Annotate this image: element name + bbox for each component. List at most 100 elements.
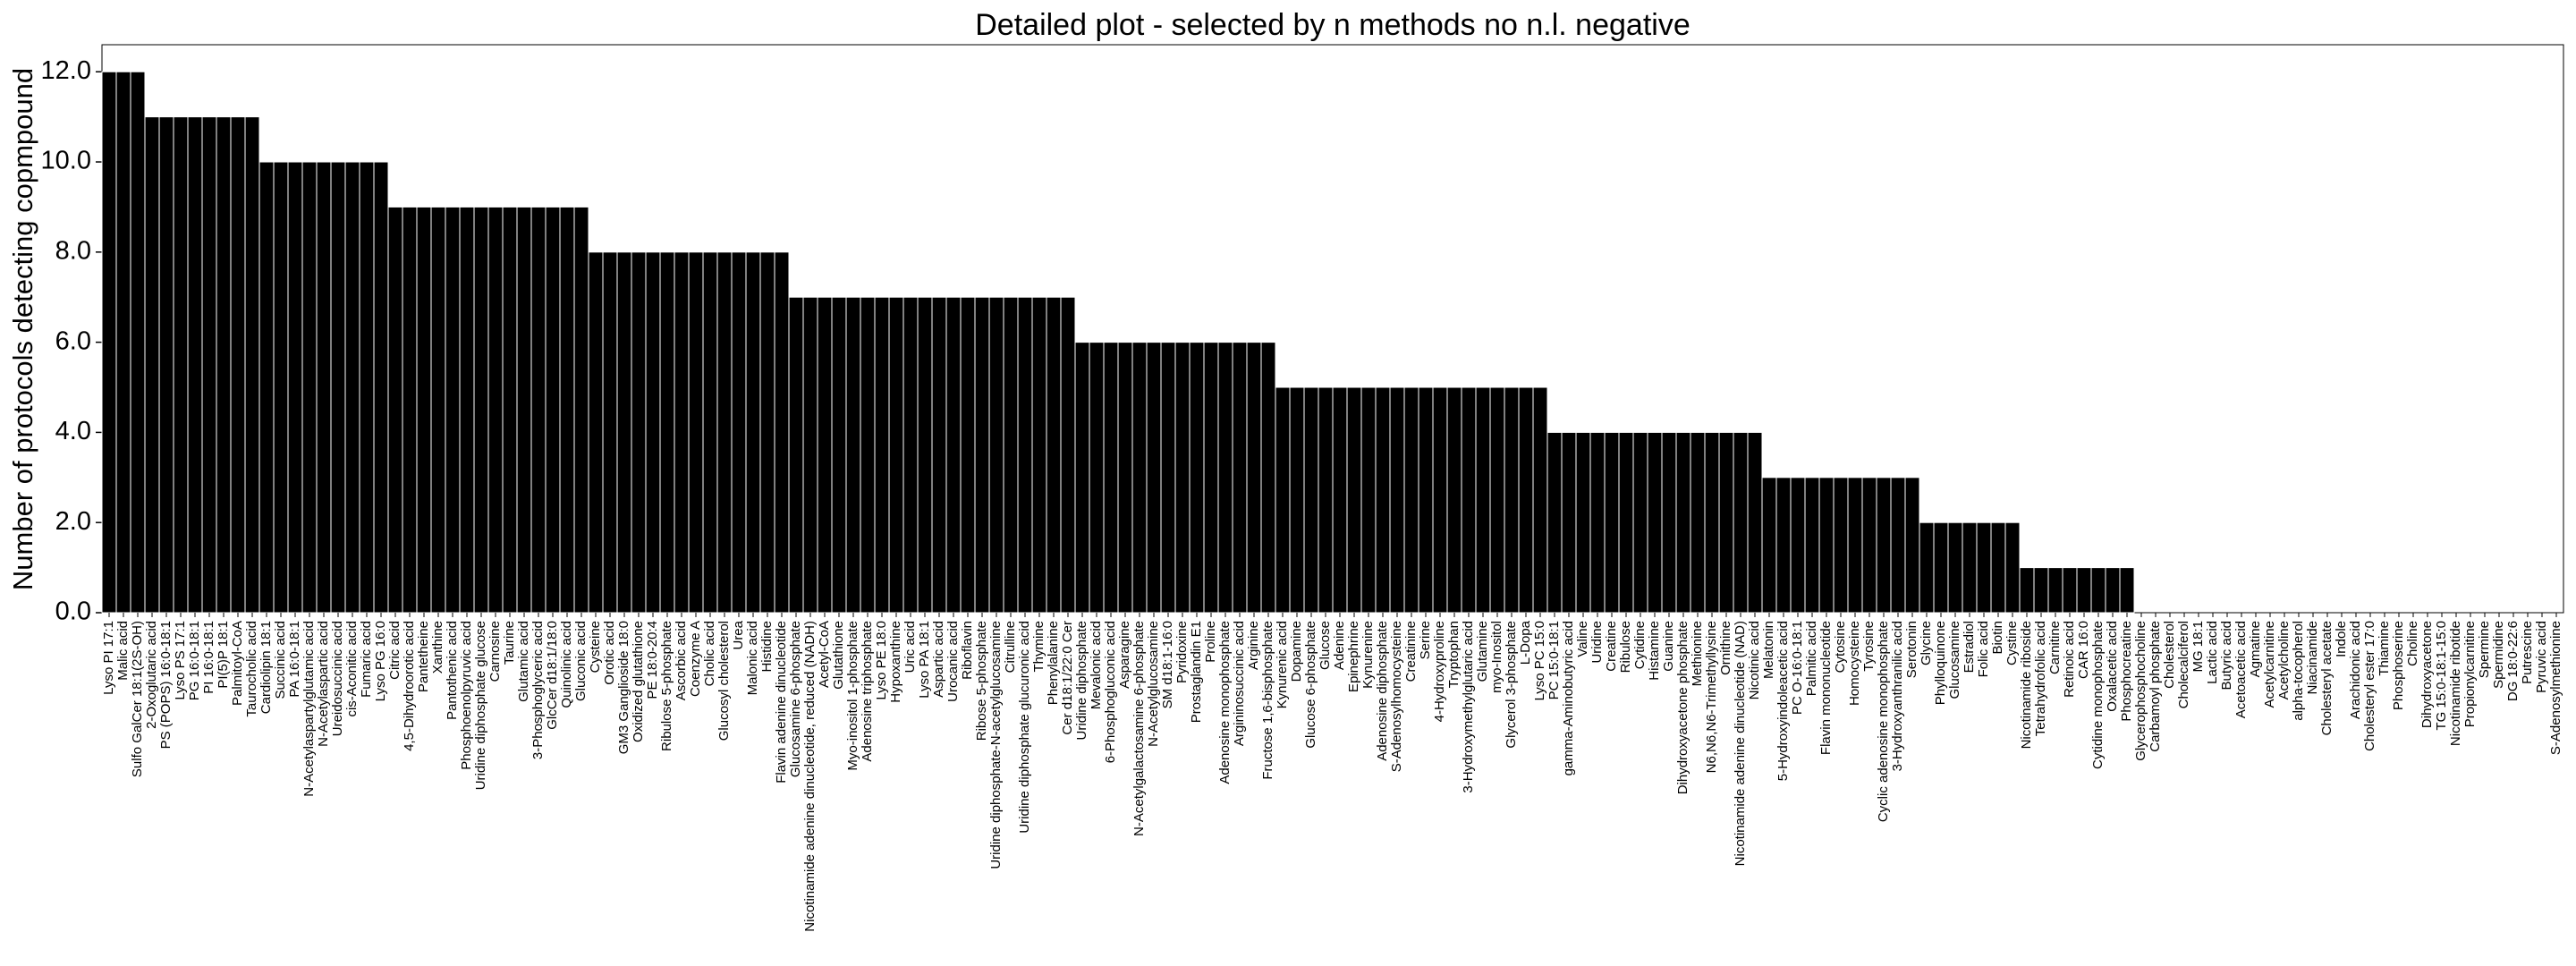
bar [1818,477,1835,614]
bar [917,296,933,614]
x-tick-label: Orotic acid [602,621,617,685]
bar [1146,342,1162,614]
bar [402,206,418,614]
x-tick-label: Estradiol [1962,621,1977,673]
x-tick-label: Glucose [1318,621,1333,670]
x-tick-label: Homocysteine [1847,621,1862,706]
x-tick-label: S-Adenosylhomocysteine [1389,621,1404,772]
bar [1318,386,1334,614]
y-tick-label: 4.0 [55,417,91,445]
x-tick-label: Nicotinamide adenine dinucleotide (NAD) [1733,621,1748,866]
x-tick-label: Adenosine triphosphate [860,621,875,762]
x-tick-label: myo-Inositol [1489,621,1504,693]
bar [1003,296,1019,614]
x-tick-label: Glycerol 3-phosphate [1504,621,1519,749]
x-tick-label: Histamine [1647,621,1662,681]
bar [1289,386,1305,614]
x-tick-label: Cysteine [588,621,603,673]
bar [459,206,475,614]
x-tick-label: Riboflavin [960,621,975,680]
bar [316,161,332,614]
x-tick-label: 2-Oxoglutaric acid [144,621,159,729]
x-tick-label: Lyso PC 15:0 [1532,621,1547,701]
bar [631,251,647,614]
y-tick-label: 6.0 [55,326,91,355]
x-tick-label: Urea [731,620,746,649]
bar [1217,342,1233,614]
x-tick-label: Argininosuccinic acid [1232,621,1247,746]
bar [445,206,461,614]
x-tick-label: N-Acetylaspartylglutamic acid [301,621,317,797]
bar [1360,386,1377,614]
bar [759,251,775,614]
bar [1432,386,1448,614]
bar [244,116,260,614]
x-tick-label: Glucose 6-phosphate [1303,621,1318,749]
bar [1489,386,1505,614]
bar [1117,342,1133,614]
y-axis-label: Number of protocols detecting copmpound [7,68,38,590]
x-tick-label: Tyrosine [1861,621,1877,672]
bar [187,116,203,614]
bar [1904,477,1920,614]
bar [802,296,818,614]
x-tick-label: CAR 16:0 [2076,621,2091,679]
bar [1733,431,1749,614]
x-tick-label: Serine [1418,621,1433,659]
x-tick-label: TG 15:0-18:1-15:0 [2434,621,2449,731]
y-tick-label: 8.0 [55,236,91,265]
bar [2019,567,2035,614]
x-tick-label: Mevalonic acid [1089,621,1104,709]
x-tick-label: Gluconic acid [573,621,589,701]
bar [516,206,532,614]
x-tick-label: Cer d18:1/22:0 Cer [1060,621,1075,735]
bar [1589,431,1606,614]
x-tick-label: Cholesteryl ester 17:0 [2362,621,2377,751]
bar [745,251,761,614]
bar [588,251,604,614]
x-tick-label: Acetylcholine [2276,621,2292,699]
bar [1661,431,1677,614]
x-tick-label: Lyso PG 16:0 [373,621,388,701]
x-tick-label: MG 18:1 [2190,621,2206,673]
bar [674,251,690,614]
x-tick-label: GM3 Ganglioside 18:0 [616,621,631,754]
x-tick-label: Glycine [1919,621,1934,665]
x-tick-label: Nicotinamide adenine dinucleotide, reduc… [802,621,818,932]
bar [330,161,346,614]
x-tick-label: PE 18:0-20:4 [645,621,660,699]
bar [373,161,389,614]
x-tick-label: L-Dopa [1518,620,1533,665]
x-tick-label: N-Acetylgalactosamine 6-phosphate [1131,621,1147,836]
x-tick-label: Tetrahydrofolic acid [2033,621,2048,736]
x-tick-label: Cytidine [1632,621,1648,669]
bar [487,206,504,614]
x-tick-label: Indole [2334,621,2349,657]
x-tick-label: Acetoacetic acid [2233,621,2249,718]
bar [287,161,303,614]
x-tick-label: Quinolinic acid [559,621,574,708]
x-tick-label: N6,N6,N6-Trimethyllysine [1704,621,1719,773]
bar [173,116,189,614]
bar [1046,296,1062,614]
x-tick-label: Glucosyl cholesterol [716,621,732,741]
bar [1246,342,1262,614]
x-tick-label: Succinic acid [273,621,288,699]
bar [945,296,962,614]
bar [845,296,861,614]
x-tick-label: 3-Hydroxymethylglutaric acid [1461,621,1476,793]
bar [988,296,1004,614]
bar [1804,477,1820,614]
bar [115,71,131,614]
bar [387,206,403,614]
x-tick-label: Aspartic acid [931,621,946,698]
x-tick-label: Glutathione [831,621,846,690]
x-tick-label: PI 16:0-18:1 [201,621,216,694]
x-tick-label: Lyso PA 18:1 [917,621,932,699]
x-tick-label: Lyso PE 18:0 [874,621,889,700]
x-tick-label: SM d18:1-16:0 [1160,621,1175,708]
bar [258,161,275,614]
x-tick-label: 4-Hydroxyproline [1432,621,1447,722]
x-tick-label: Fructose 1,6-bisphosphate [1260,621,1275,780]
